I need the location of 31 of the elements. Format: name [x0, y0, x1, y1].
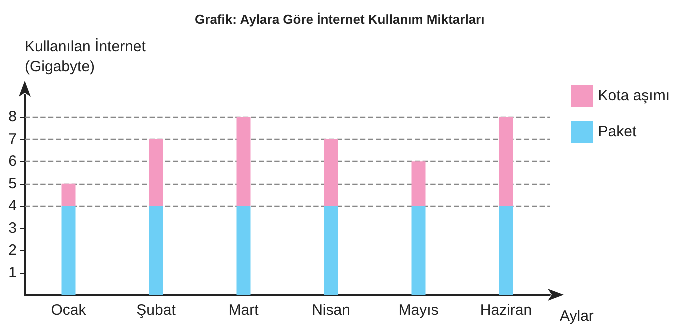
x-tick-label: Mayıs	[398, 302, 439, 319]
x-tick-label: Şubat	[136, 302, 177, 319]
y-axis-title: Kullanılan İnternet (Gigabyte)	[25, 38, 147, 76]
bar	[499, 206, 514, 295]
bar	[412, 162, 426, 206]
legend-label: Kota aşımı	[598, 88, 670, 104]
y-tick-label: 6	[8, 153, 17, 170]
bar	[149, 206, 164, 295]
bar	[499, 117, 514, 206]
y-tick-label: 3	[8, 220, 17, 237]
y-tick-label: 2	[8, 242, 17, 260]
bar	[324, 139, 338, 206]
x-tick-label: Haziran	[480, 302, 532, 319]
bar	[236, 206, 251, 295]
bar	[236, 117, 251, 206]
bar	[62, 184, 76, 206]
bar	[62, 206, 76, 295]
y-tick-label: 8	[8, 108, 17, 126]
y-tick-label: 4	[8, 198, 17, 215]
y-tick-label: 7	[8, 130, 17, 148]
y-tick-label: 5	[8, 175, 17, 192]
x-tick-label: Nisan	[312, 302, 350, 319]
chart-title: Grafik: Aylara Göre İnternet Kullanım Miktarları	[195, 12, 485, 27]
bar	[324, 206, 338, 295]
bar	[412, 206, 426, 295]
legend-label: Paket	[598, 124, 638, 140]
x-tick-label: Mart	[228, 302, 260, 319]
x-tick-label: Ocak	[51, 302, 87, 319]
bar	[149, 139, 164, 206]
x-axis-title: Aylar	[560, 308, 594, 325]
y-tick-label: 1	[8, 264, 17, 282]
